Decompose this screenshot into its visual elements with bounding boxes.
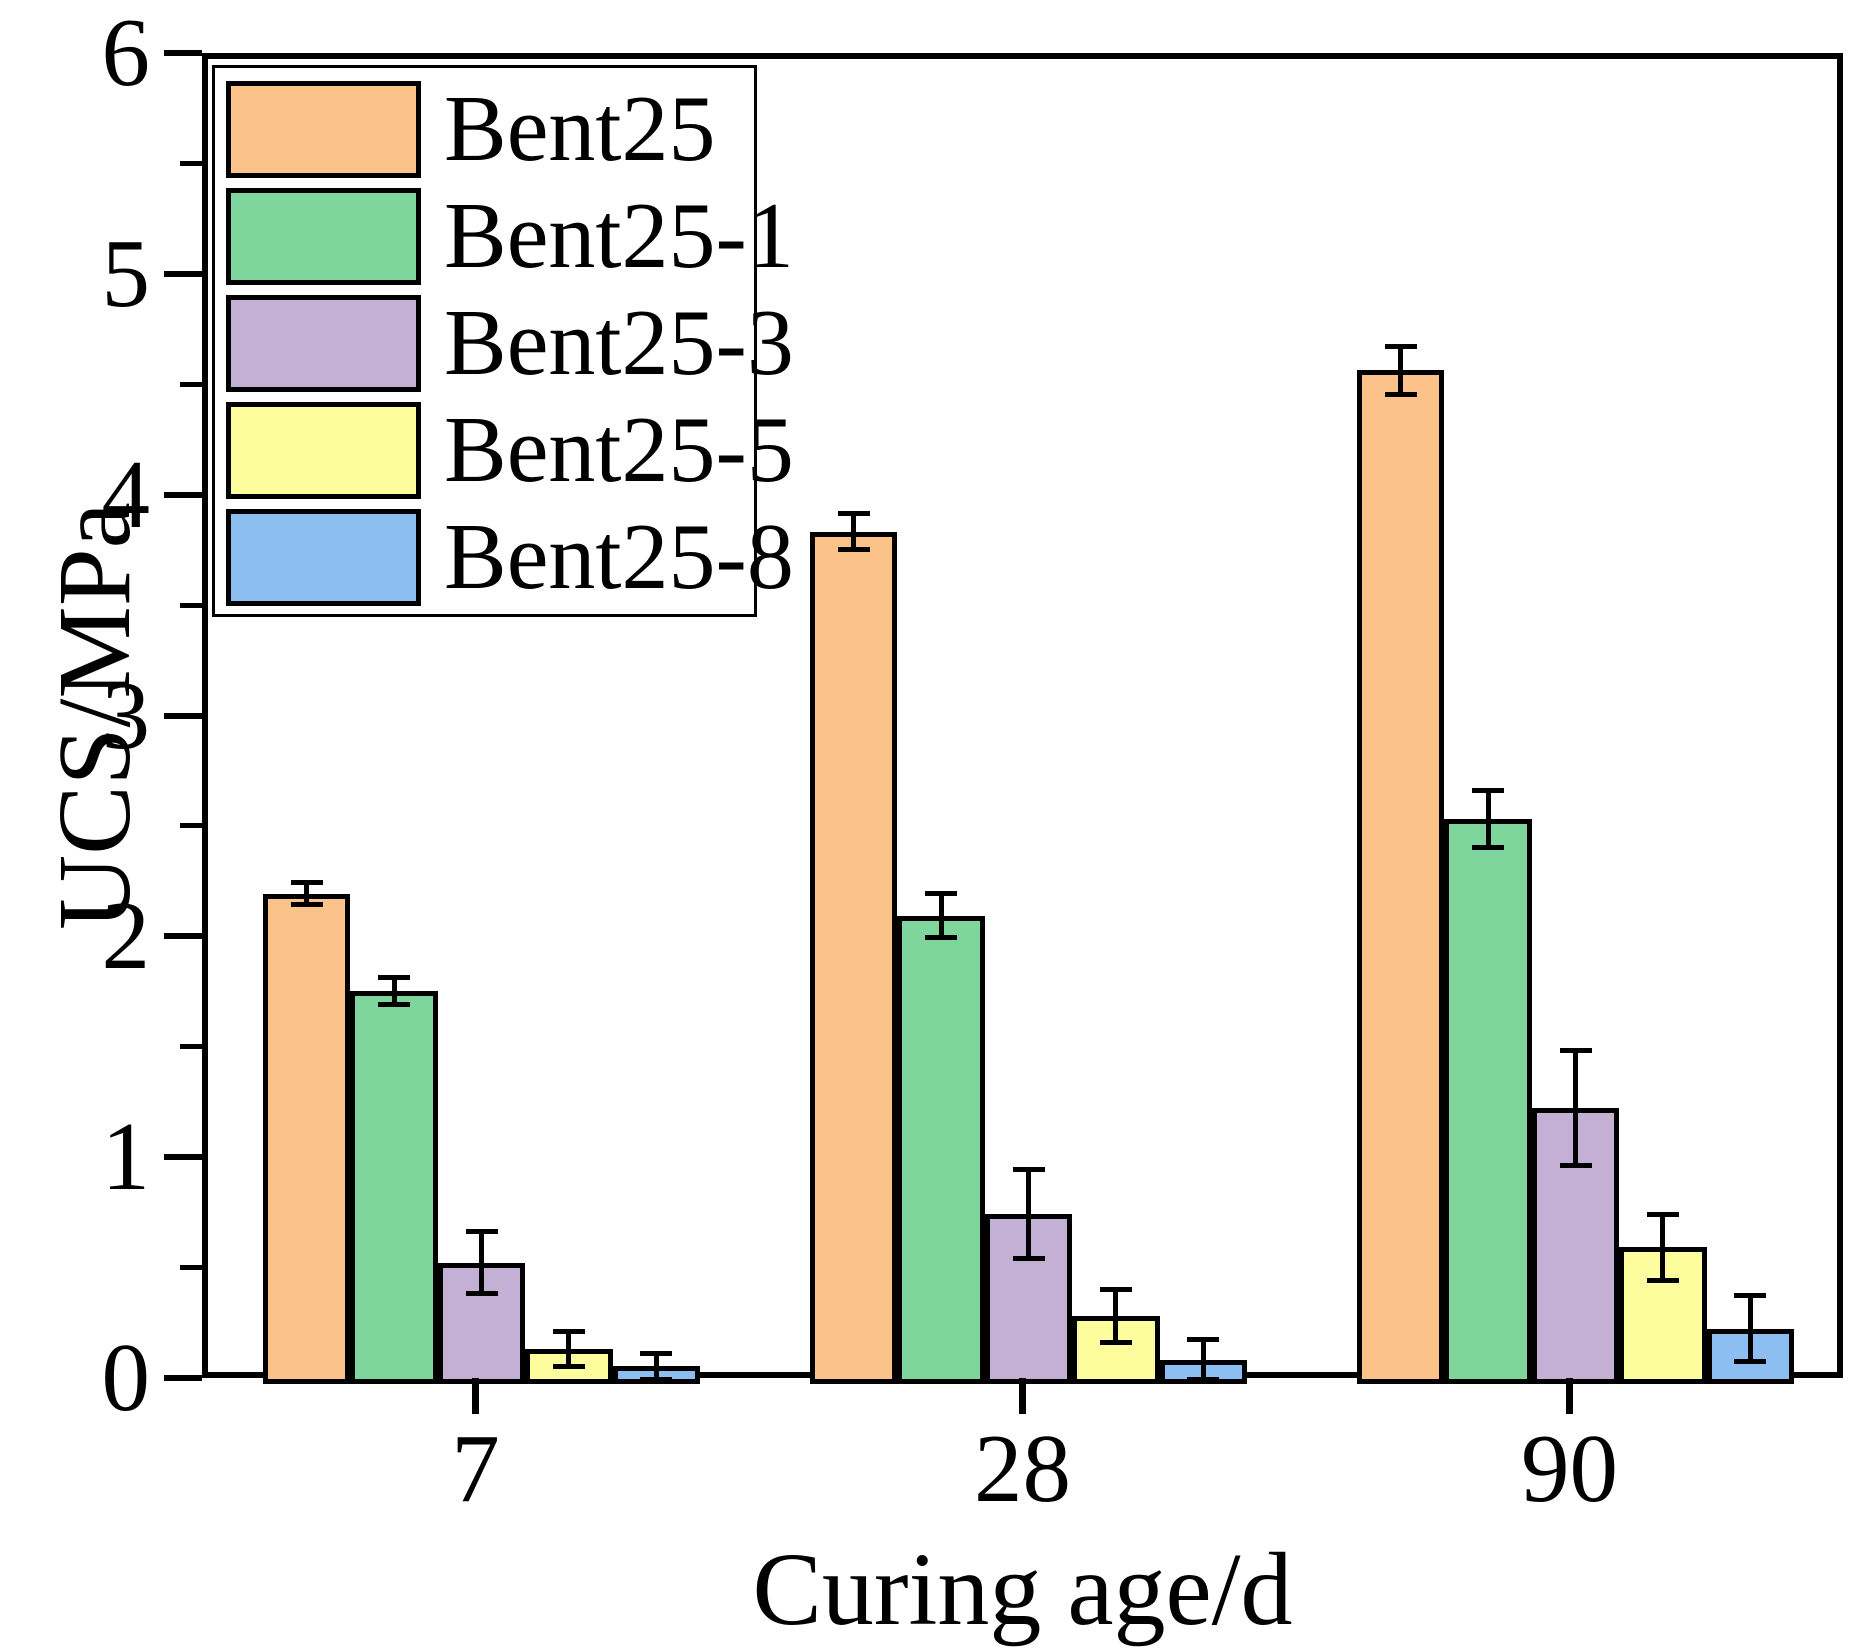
x-tick-label: 28 bbox=[974, 1415, 1071, 1522]
error-bar-line bbox=[304, 882, 310, 905]
bar-Bent25-7 bbox=[263, 893, 351, 1384]
x-major-tick bbox=[1566, 1378, 1573, 1414]
y-minor-tick bbox=[180, 1044, 202, 1050]
error-bar-line bbox=[1660, 1214, 1666, 1281]
y-tick-label: 1 bbox=[101, 1103, 151, 1211]
y-tick-label: 3 bbox=[101, 661, 151, 769]
x-axis-title: Curing age/d bbox=[752, 1532, 1293, 1647]
error-bar-cap-bottom bbox=[1099, 1339, 1132, 1345]
error-bar-cap-top bbox=[640, 1350, 673, 1356]
x-major-tick bbox=[1019, 1378, 1026, 1414]
legend-swatch-Bent25 bbox=[226, 81, 421, 178]
error-bar-cap-top bbox=[1472, 787, 1505, 793]
error-bar-cap-bottom bbox=[1734, 1359, 1767, 1365]
error-bar-cap-top bbox=[1099, 1286, 1132, 1292]
error-bar-line bbox=[479, 1231, 484, 1294]
y-minor-tick bbox=[180, 160, 202, 166]
error-bar-line bbox=[653, 1353, 659, 1380]
error-bar-cap-bottom bbox=[1646, 1277, 1679, 1283]
y-minor-tick bbox=[180, 381, 202, 387]
bar-Bent25-1-7 bbox=[350, 990, 438, 1384]
y-minor-tick bbox=[180, 1265, 202, 1271]
error-bar-cap-top bbox=[465, 1229, 498, 1235]
bar-Bent25-1-90 bbox=[1444, 818, 1532, 1384]
legend-label-Bent25: Bent25 bbox=[444, 77, 716, 181]
y-major-tick bbox=[164, 1375, 202, 1381]
error-bar-cap-bottom bbox=[640, 1377, 673, 1383]
y-major-tick bbox=[164, 50, 202, 56]
y-tick-label: 0 bbox=[101, 1324, 151, 1431]
x-tick-label: 7 bbox=[451, 1415, 500, 1522]
error-bar-cap-top bbox=[1384, 343, 1417, 349]
y-major-tick bbox=[164, 491, 202, 498]
bar-Bent25-1-28 bbox=[897, 915, 985, 1384]
y-major-tick bbox=[164, 712, 202, 719]
y-minor-tick bbox=[180, 823, 202, 829]
error-bar-cap-top bbox=[1646, 1211, 1679, 1217]
error-bar-line bbox=[391, 977, 397, 1005]
x-major-tick bbox=[472, 1378, 479, 1414]
error-bar-line bbox=[566, 1331, 572, 1367]
legend-label-Bent25-3: Bent25-3 bbox=[444, 291, 794, 395]
error-bar-cap-bottom bbox=[378, 1001, 411, 1007]
error-bar-cap-top bbox=[1012, 1167, 1045, 1173]
y-tick-label: 6 bbox=[101, 0, 151, 106]
y-major-tick bbox=[164, 1154, 202, 1161]
error-bar-cap-bottom bbox=[1187, 1377, 1220, 1383]
error-bar-cap-top bbox=[925, 891, 958, 897]
error-bar-line bbox=[1398, 346, 1404, 395]
error-bar-cap-bottom bbox=[465, 1291, 498, 1296]
y-minor-tick bbox=[180, 602, 202, 608]
legend-swatch-Bent25-1 bbox=[226, 188, 421, 285]
error-bar-cap-bottom bbox=[1472, 844, 1505, 850]
error-bar-line bbox=[1485, 790, 1491, 848]
legend-swatch-Bent25-8 bbox=[226, 509, 421, 606]
error-bar-cap-top bbox=[552, 1328, 585, 1334]
error-bar-line bbox=[1573, 1050, 1578, 1166]
y-major-tick bbox=[164, 270, 202, 277]
error-bar-cap-top bbox=[290, 880, 323, 886]
error-bar-cap-top bbox=[1187, 1337, 1220, 1343]
error-bar-cap-top bbox=[1559, 1048, 1592, 1053]
bar-Bent25-3-28 bbox=[984, 1214, 1073, 1384]
legend-label-Bent25-5: Bent25-5 bbox=[444, 398, 794, 502]
error-bar-cap-bottom bbox=[1384, 392, 1417, 398]
y-tick-label: 4 bbox=[101, 440, 151, 548]
plot-area bbox=[202, 53, 1843, 1384]
y-major-tick bbox=[164, 933, 202, 940]
error-bar-line bbox=[1026, 1169, 1031, 1259]
error-bar-line bbox=[1747, 1295, 1753, 1362]
error-bar-line bbox=[1200, 1339, 1206, 1380]
error-bar-line bbox=[938, 893, 944, 938]
x-tick-label: 90 bbox=[1521, 1415, 1618, 1522]
legend: Bent25 Bent25-1 Bent25-3 Bent25-5 Bent25-8 bbox=[212, 65, 794, 617]
error-bar-line bbox=[1113, 1289, 1119, 1342]
error-bar-cap-top bbox=[837, 511, 870, 517]
error-bar-cap-bottom bbox=[925, 935, 958, 941]
legend-label-Bent25-1: Bent25-1 bbox=[444, 184, 794, 288]
legend-label-Bent25-8: Bent25-8 bbox=[444, 505, 794, 609]
error-bar-cap-bottom bbox=[837, 546, 870, 552]
bar-Bent25-28 bbox=[810, 531, 898, 1384]
error-bar-cap-bottom bbox=[290, 902, 323, 908]
y-tick-label: 2 bbox=[101, 882, 151, 990]
legend-swatch-Bent25-3 bbox=[226, 295, 421, 392]
y-tick-label: 5 bbox=[101, 219, 151, 327]
error-bar-cap-bottom bbox=[552, 1363, 585, 1369]
legend-swatch-Bent25-5 bbox=[226, 402, 421, 499]
error-bar-cap-top bbox=[378, 975, 411, 981]
error-bar-cap-bottom bbox=[1559, 1162, 1592, 1168]
error-bar-cap-top bbox=[1734, 1293, 1767, 1299]
error-bar-line bbox=[851, 513, 857, 550]
bar-Bent25-90 bbox=[1357, 370, 1445, 1384]
error-bar-cap-bottom bbox=[1012, 1255, 1045, 1261]
